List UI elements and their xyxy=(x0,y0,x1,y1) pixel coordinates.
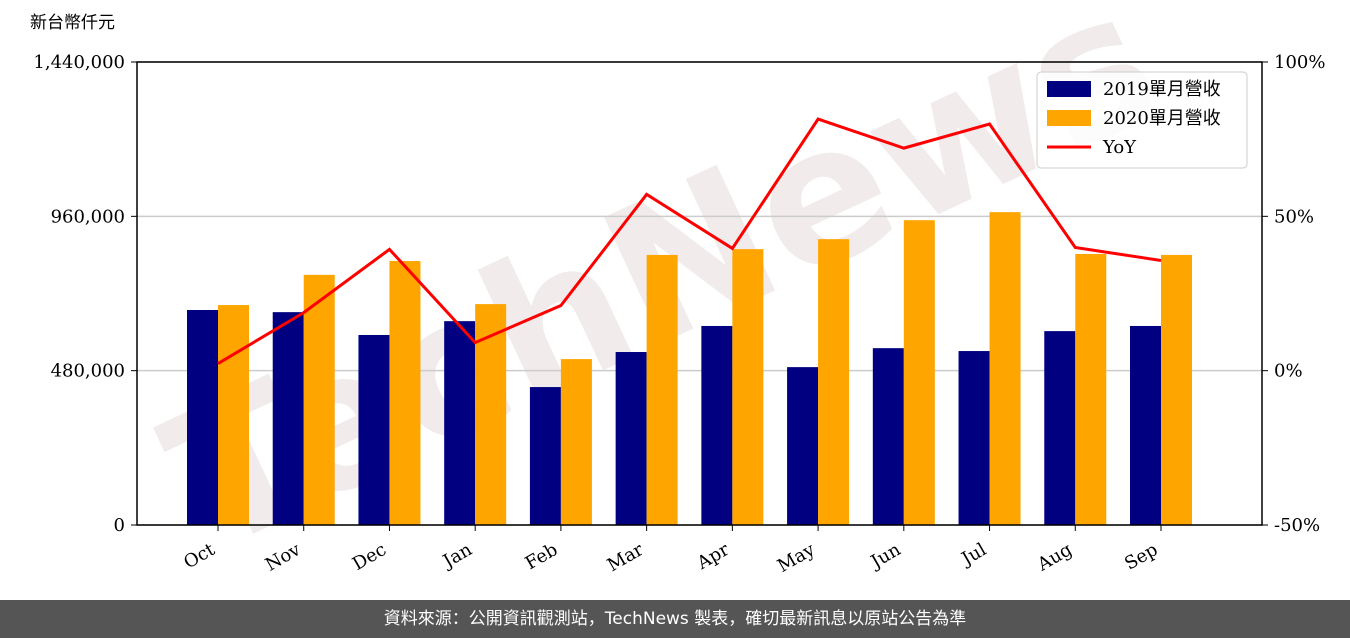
legend-label: 2019單月營收 xyxy=(1103,79,1221,100)
x-tick-label: Jan xyxy=(438,539,476,573)
bar xyxy=(303,274,335,525)
bar xyxy=(358,334,390,525)
bar xyxy=(818,239,850,525)
bar xyxy=(903,220,935,526)
x-tick-label: Jun xyxy=(866,539,905,574)
bar xyxy=(218,305,249,525)
bar xyxy=(1130,325,1161,525)
bar xyxy=(1161,254,1192,525)
y-tick-label: 0 xyxy=(114,515,125,536)
x-tick-label: Apr xyxy=(693,539,733,574)
bar xyxy=(701,325,733,525)
legend-label: YoY xyxy=(1102,137,1137,158)
legend-swatch xyxy=(1047,81,1091,97)
legend-label: 2020單月營收 xyxy=(1103,108,1221,129)
bar xyxy=(989,212,1021,525)
y2-tick-label: 100% xyxy=(1274,52,1325,73)
chart: 新台幣仟元 TechNews 0480,000960,0001,440,000-… xyxy=(30,0,1325,594)
bar xyxy=(732,249,764,526)
x-tick-label: Dec xyxy=(349,539,390,575)
plot-frame xyxy=(136,61,1263,526)
x-tick-label: Jul xyxy=(957,539,991,571)
bar xyxy=(872,348,904,525)
y-tick-label: 1,440,000 xyxy=(33,52,125,73)
bar xyxy=(787,367,819,525)
bar xyxy=(272,312,304,525)
x-tick-label: May xyxy=(774,539,819,577)
y2-tick-label: 0% xyxy=(1274,361,1303,382)
y-tick-label: 960,000 xyxy=(51,206,125,227)
bar xyxy=(444,321,476,525)
footer: 資料來源：公開資訊觀測站，TechNews 製表，確切最新訊息以原站公告為準 xyxy=(0,600,1350,638)
bar xyxy=(646,254,678,525)
y-axis-unit: 新台幣仟元 xyxy=(30,13,115,33)
bar xyxy=(560,359,592,525)
bar xyxy=(389,261,421,525)
y2-tick-label: 50% xyxy=(1274,206,1314,227)
line xyxy=(217,117,1162,365)
bar xyxy=(529,387,561,525)
y2-tick-label: -50% xyxy=(1274,515,1320,536)
x-tick-label: Feb xyxy=(522,539,562,574)
bar xyxy=(1075,253,1107,525)
x-tick-label: Aug xyxy=(1033,539,1076,576)
bar xyxy=(615,352,647,525)
y-tick-label: 480,000 xyxy=(51,361,125,382)
bar xyxy=(1044,331,1076,525)
bar xyxy=(958,351,990,525)
bar xyxy=(187,309,218,525)
x-tick-label: Sep xyxy=(1121,539,1161,574)
x-tick-label: Mar xyxy=(604,539,648,576)
legend-swatch xyxy=(1047,110,1091,126)
